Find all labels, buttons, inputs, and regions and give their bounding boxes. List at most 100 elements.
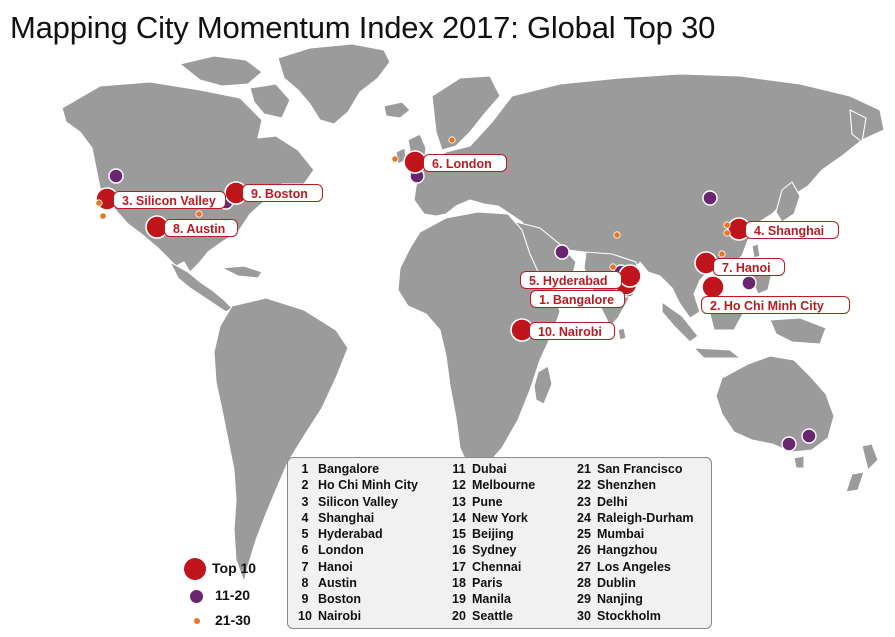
rank-city: Raleigh-Durham <box>597 510 694 525</box>
rank-number: 5 <box>301 527 309 542</box>
japan-shape <box>775 181 801 223</box>
key-top-10-dot <box>184 558 206 581</box>
rank-number: 28 <box>577 576 591 591</box>
map-label-bangalore[interactable]: 1. Bangalore <box>530 290 625 308</box>
ranking-row: 6 London <box>292 542 418 558</box>
rank-city: Shenzhen <box>597 478 657 493</box>
rank-city: London <box>318 543 364 558</box>
markers-21-30 <box>95 136 731 271</box>
rank-number: 6 <box>301 543 309 558</box>
rank-city: Hanoi <box>318 559 353 574</box>
marker-mumbai[interactable] <box>609 263 617 271</box>
map-label-hanoi[interactable]: 7. Hanoi <box>713 258 785 276</box>
rank-city: Seattle <box>472 608 513 623</box>
marker-delhi[interactable] <box>613 231 621 239</box>
rank-city: New York <box>472 510 528 525</box>
caribbean-shape <box>221 265 263 279</box>
ranking-row: 13 Pune <box>446 494 535 510</box>
ranking-row: 21 San Francisco <box>571 461 694 477</box>
marker-san-francisco[interactable] <box>95 199 103 207</box>
marker-hyderabad[interactable] <box>618 264 642 288</box>
map-label-london[interactable]: 6. London <box>423 154 507 172</box>
ranking-row: 1 Bangalore <box>292 461 418 477</box>
marker-manila[interactable] <box>741 275 757 291</box>
map-label-austin[interactable]: 8. Austin <box>164 219 238 237</box>
central-america-shape <box>169 261 233 313</box>
ranking-row: 30 Stockholm <box>571 608 694 624</box>
marker-sydney[interactable] <box>801 428 817 444</box>
map-label-boston[interactable]: 9. Boston <box>242 184 323 202</box>
ranking-row: 3 Silicon Valley <box>292 494 418 510</box>
sumatra-shape <box>661 301 699 343</box>
marker-los-angeles[interactable] <box>99 212 107 220</box>
key-11-20-label: 11-20 <box>215 587 251 603</box>
australia-shape <box>715 355 835 453</box>
ranking-row: 7 Hanoi <box>292 559 418 575</box>
ranking-row: 23 Delhi <box>571 494 694 510</box>
marker-hangzhou[interactable] <box>723 229 731 237</box>
rank-city: Manila <box>472 592 511 607</box>
rank-number: 8 <box>301 576 309 591</box>
rank-number: 15 <box>452 527 466 542</box>
ranking-row: 17 Chennai <box>446 559 535 575</box>
rank-number: 17 <box>452 559 466 574</box>
rank-number: 14 <box>452 510 466 525</box>
rank-city: San Francisco <box>597 462 683 476</box>
ranking-row: 19 Manila <box>446 591 535 607</box>
rank-number: 16 <box>452 543 466 558</box>
rank-number: 18 <box>452 576 466 591</box>
rank-city: Hangzhou <box>597 543 658 558</box>
marker-beijing[interactable] <box>702 190 718 206</box>
rank-city: Boston <box>318 592 362 607</box>
ranking-row: 28 Dublin <box>571 575 694 591</box>
ranking-row: 10 Nairobi <box>292 608 418 624</box>
rank-city: Hyderabad <box>318 527 383 542</box>
map-label-nairobi[interactable]: 10. Nairobi <box>529 322 615 340</box>
rank-number: 4 <box>301 510 309 525</box>
tasmania-shape <box>793 455 805 469</box>
rank-number: 9 <box>301 592 309 607</box>
ranking-row: 22 Shenzhen <box>571 477 694 493</box>
ranking-row: 15 Beijing <box>446 526 535 542</box>
rank-city: Mumbai <box>597 527 645 542</box>
rank-number: 7 <box>301 559 309 574</box>
ranking-row: 12 Melbourne <box>446 477 535 493</box>
eurasia-shape <box>413 73 885 319</box>
marker-dubai[interactable] <box>554 244 570 260</box>
map-label-ho-chi-minh-city[interactable]: 2. Ho Chi Minh City <box>701 296 850 314</box>
rank-number: 21 <box>577 462 591 476</box>
rank-number: 10 <box>298 608 312 623</box>
ranking-row: 9 Boston <box>292 591 418 607</box>
rank-number: 29 <box>577 592 591 607</box>
key-top-10-label: Top 10 <box>212 560 257 576</box>
marker-shenzhen[interactable] <box>718 250 726 258</box>
sri-lanka-shape <box>617 327 627 341</box>
new-zealand-shape <box>861 443 879 471</box>
marker-nanjing[interactable] <box>723 221 731 229</box>
marker-seattle[interactable] <box>108 168 124 184</box>
ranking-column-2: 11 Dubai 12 Melbourne 13 Pune 14 New York 15… <box>446 461 535 624</box>
rank-number: 3 <box>301 494 309 509</box>
rank-city: Delhi <box>597 494 628 509</box>
rank-city: Austin <box>318 576 357 591</box>
rank-number: 11 <box>452 462 466 476</box>
key-21-30-dot <box>194 618 200 625</box>
rank-number: 19 <box>452 592 466 607</box>
key-top-10: Top 10 <box>184 556 257 581</box>
map-label-hyderabad[interactable]: 5. Hyderabad <box>520 271 622 289</box>
rank-city: Sydney <box>472 543 517 558</box>
marker-dublin[interactable] <box>391 155 399 163</box>
ranking-row: 4 Shanghai <box>292 510 418 526</box>
new-guinea-shape <box>769 317 827 345</box>
map-label-silicon-valley[interactable]: 3. Silicon Valley <box>113 191 226 209</box>
ranking-row: 27 Los Angeles <box>571 559 694 575</box>
ranking-column-3: 21 San Francisco 22 Shenzhen 23 Delhi 24 Ral… <box>571 461 694 624</box>
marker-raleigh-durham[interactable] <box>195 210 203 218</box>
rank-city: Bangalore <box>318 462 380 476</box>
rank-city: Ho Chi Minh City <box>318 478 418 493</box>
marker-melbourne[interactable] <box>781 436 797 452</box>
marker-stockholm[interactable] <box>448 136 456 144</box>
marker-ho-chi-minh-city[interactable] <box>701 275 725 299</box>
map-label-shanghai[interactable]: 4. Shanghai <box>745 221 839 239</box>
